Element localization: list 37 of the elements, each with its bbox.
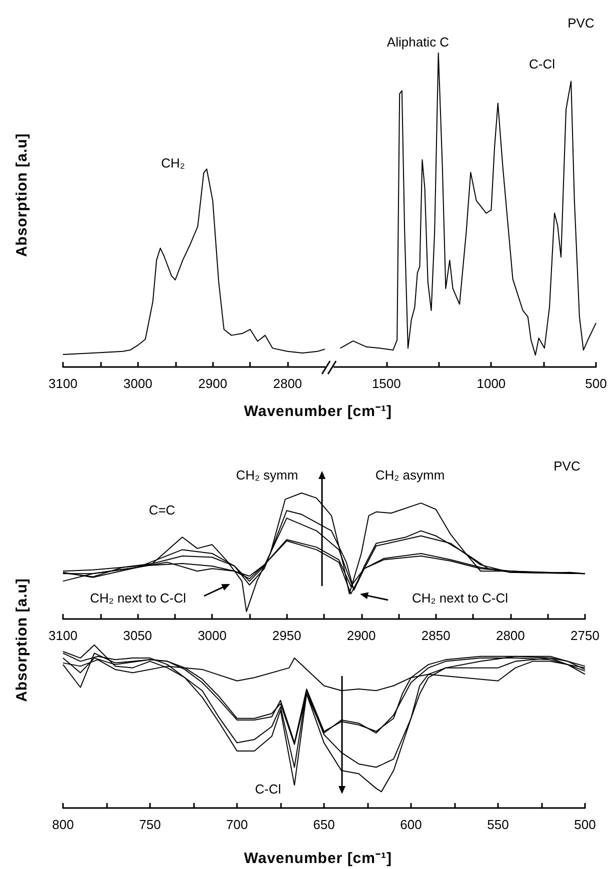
- x-tick-label: 2800: [496, 628, 525, 643]
- x-tick-label: 3000: [198, 628, 227, 643]
- x-tick-label: 3050: [123, 628, 152, 643]
- x-tick-label: 500: [585, 376, 607, 391]
- text: PVC: [554, 458, 580, 474]
- annotation: CH₂ next to C-Cl: [412, 590, 508, 606]
- x-axis-title: Wavenumber [cm⁻¹]: [244, 849, 392, 867]
- y-axis-title: Absorption [a.u]: [14, 133, 30, 257]
- x-tick-label: 2800: [273, 376, 302, 391]
- y-axis-title: Absorption [a.u]: [14, 578, 30, 702]
- annotation: C=C: [148, 502, 176, 518]
- x-tick-label: 2750: [570, 628, 600, 643]
- x-tick-label: 2950: [272, 628, 302, 643]
- x-tick-label: 700: [226, 817, 248, 832]
- annotation: CH₂: [161, 156, 185, 170]
- x-tick-label: 600: [400, 817, 422, 832]
- x-axis-title: Wavenumber [cm⁻¹]: [244, 402, 392, 420]
- text: PVC: [568, 16, 594, 30]
- x-tick-label: 2850: [421, 628, 450, 643]
- x-tick-label: 3100: [48, 628, 78, 643]
- x-tick-label: 1000: [476, 376, 506, 391]
- annotation: C-Cl: [529, 56, 555, 72]
- x-tick-label: 2900: [198, 376, 228, 391]
- x-tick-label: 550: [487, 817, 509, 832]
- text: CH₂ symm: [236, 468, 298, 482]
- annotation: C-Cl: [255, 782, 281, 796]
- x-tick-label: 3100: [48, 376, 78, 391]
- x-tick-label: 650: [313, 817, 335, 832]
- text: Aliphatic C: [386, 34, 450, 50]
- x-tick-label: 750: [139, 817, 161, 832]
- annotation: CH₂ next to C-Cl: [90, 590, 186, 606]
- x-tick-label: 3000: [123, 376, 152, 391]
- text: CH₂ asymm: [375, 468, 445, 482]
- x-tick-label: 800: [52, 817, 74, 832]
- x-tick-label: 1500: [372, 376, 401, 391]
- x-tick-label: 500: [574, 817, 596, 832]
- x-tick-label: 2900: [346, 628, 376, 643]
